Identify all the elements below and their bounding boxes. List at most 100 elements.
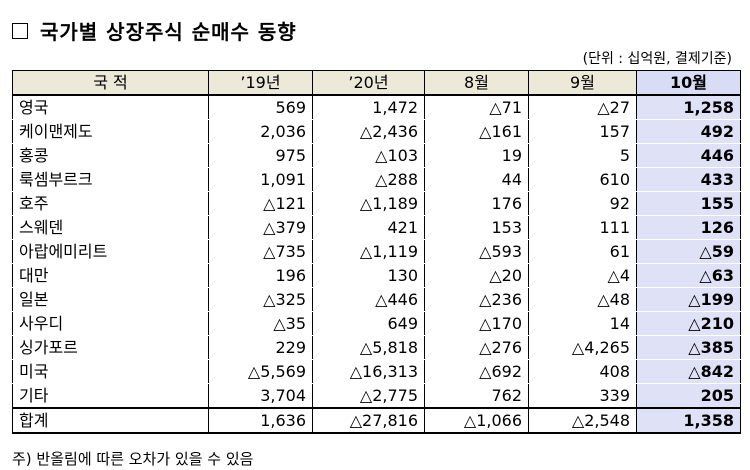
value-2019: 975 [208, 143, 313, 168]
value-sep: 92 [528, 191, 637, 216]
value-sep: 157 [528, 119, 637, 144]
value-2020: △288 [312, 167, 425, 192]
value-aug: 19 [424, 143, 529, 168]
country-name: 일본 [12, 287, 209, 312]
value-2019: △121 [208, 191, 313, 216]
value-2019: 196 [208, 263, 313, 288]
value-sep: 408 [528, 359, 637, 384]
value-oct: 126 [636, 215, 741, 240]
total-2020: △27,816 [312, 407, 425, 434]
value-oct: △59 [636, 239, 741, 264]
value-sep: 61 [528, 239, 637, 264]
value-2019: △325 [208, 287, 313, 312]
header-oct: 10월 [636, 70, 741, 96]
table-row: 싱가포르 229 △5,818 △276 △4,265 △385 [12, 335, 741, 360]
value-2019: △35 [208, 311, 313, 336]
country-name: 미국 [12, 359, 209, 384]
total-sep: △2,548 [528, 407, 637, 434]
value-oct: △385 [636, 335, 741, 360]
total-aug: △1,066 [424, 407, 529, 434]
value-aug: 44 [424, 167, 529, 192]
total-row: 합계 1,636 △27,816 △1,066 △2,548 1,358 [12, 407, 741, 434]
value-aug: △20 [424, 263, 529, 288]
net-purchase-table: 국 적 ’19년 ’20년 8월 9월 10월 영국 569 1,472 △71 △27… [12, 70, 741, 434]
value-oct: 155 [636, 191, 741, 216]
table-row: 기타 3,704 △2,775 762 339 205 [12, 383, 741, 409]
total-label: 합계 [12, 407, 209, 434]
table-row: 홍콩 975 △103 19 5 446 [12, 143, 741, 168]
value-sep: 5 [528, 143, 637, 168]
value-oct: 433 [636, 167, 741, 192]
value-aug: △593 [424, 239, 529, 264]
value-2020: 421 [312, 215, 425, 240]
value-aug: 762 [424, 383, 529, 409]
value-2020: △5,818 [312, 335, 425, 360]
footnote: 주) 반올림에 따른 오차가 있을 수 있음 [12, 450, 254, 468]
value-2020: △1,189 [312, 191, 425, 216]
header-2019: ’19년 [208, 70, 313, 96]
value-2019: 569 [208, 95, 313, 120]
country-name: 사우디 [12, 311, 209, 336]
table-row: 케이맨제도 2,036 △2,436 △161 157 492 [12, 119, 741, 144]
value-oct: 446 [636, 143, 741, 168]
value-oct: △63 [636, 263, 741, 288]
country-name: 스웨덴 [12, 215, 209, 240]
value-2020: △446 [312, 287, 425, 312]
country-name: 기타 [12, 383, 209, 409]
value-2020: 649 [312, 311, 425, 336]
country-name: 홍콩 [12, 143, 209, 168]
header-row: 국 적 ’19년 ’20년 8월 9월 10월 [12, 70, 741, 96]
value-oct: △842 [636, 359, 741, 384]
table-row: 룩셈부르크 1,091 △288 44 610 433 [12, 167, 741, 192]
title-row: 국가별 상장주식 순매수 동향 [12, 16, 297, 45]
value-2020: 1,472 [312, 95, 425, 120]
value-aug: △71 [424, 95, 529, 120]
value-sep: 14 [528, 311, 637, 336]
country-name: 싱가포르 [12, 335, 209, 360]
value-2019: △379 [208, 215, 313, 240]
value-oct: 1,258 [636, 95, 741, 120]
country-name: 대만 [12, 263, 209, 288]
value-aug: △161 [424, 119, 529, 144]
header-aug: 8월 [424, 70, 529, 96]
value-sep: 339 [528, 383, 637, 409]
value-sep: △4 [528, 263, 637, 288]
country-name: 아랍에미리트 [12, 239, 209, 264]
value-oct: △199 [636, 287, 741, 312]
value-2019: 229 [208, 335, 313, 360]
header-2020: ’20년 [312, 70, 425, 96]
checkbox-icon [12, 22, 28, 39]
value-aug: 153 [424, 215, 529, 240]
total-2019: 1,636 [208, 407, 313, 434]
value-2019: 1,091 [208, 167, 313, 192]
table-row: 아랍에미리트 △735 △1,119 △593 61 △59 [12, 239, 741, 264]
value-2020: △103 [312, 143, 425, 168]
table-row: 호주 △121 △1,189 176 92 155 [12, 191, 741, 216]
country-name: 영국 [12, 95, 209, 120]
value-2020: △2,775 [312, 383, 425, 409]
country-name: 케이맨제도 [12, 119, 209, 144]
value-sep: △48 [528, 287, 637, 312]
table-row: 일본 △325 △446 △236 △48 △199 [12, 287, 741, 312]
value-oct: △210 [636, 311, 741, 336]
value-aug: 176 [424, 191, 529, 216]
country-name: 룩셈부르크 [12, 167, 209, 192]
value-oct: 205 [636, 383, 741, 409]
table-row: 영국 569 1,472 △71 △27 1,258 [12, 95, 741, 120]
header-nationality: 국 적 [12, 70, 209, 96]
value-2019: △735 [208, 239, 313, 264]
value-aug: △236 [424, 287, 529, 312]
value-sep: 111 [528, 215, 637, 240]
table-row: 사우디 △35 649 △170 14 △210 [12, 311, 741, 336]
value-aug: △276 [424, 335, 529, 360]
page-title: 국가별 상장주식 순매수 동향 [40, 20, 297, 44]
value-sep: 610 [528, 167, 637, 192]
value-sep: △4,265 [528, 335, 637, 360]
header-sep: 9월 [528, 70, 637, 96]
value-2020: 130 [312, 263, 425, 288]
table-row: 대만 196 130 △20 △4 △63 [12, 263, 741, 288]
unit-label: (단위 : 십억원, 결제기준) [582, 51, 732, 67]
value-aug: △170 [424, 311, 529, 336]
country-name: 호주 [12, 191, 209, 216]
value-aug: △692 [424, 359, 529, 384]
